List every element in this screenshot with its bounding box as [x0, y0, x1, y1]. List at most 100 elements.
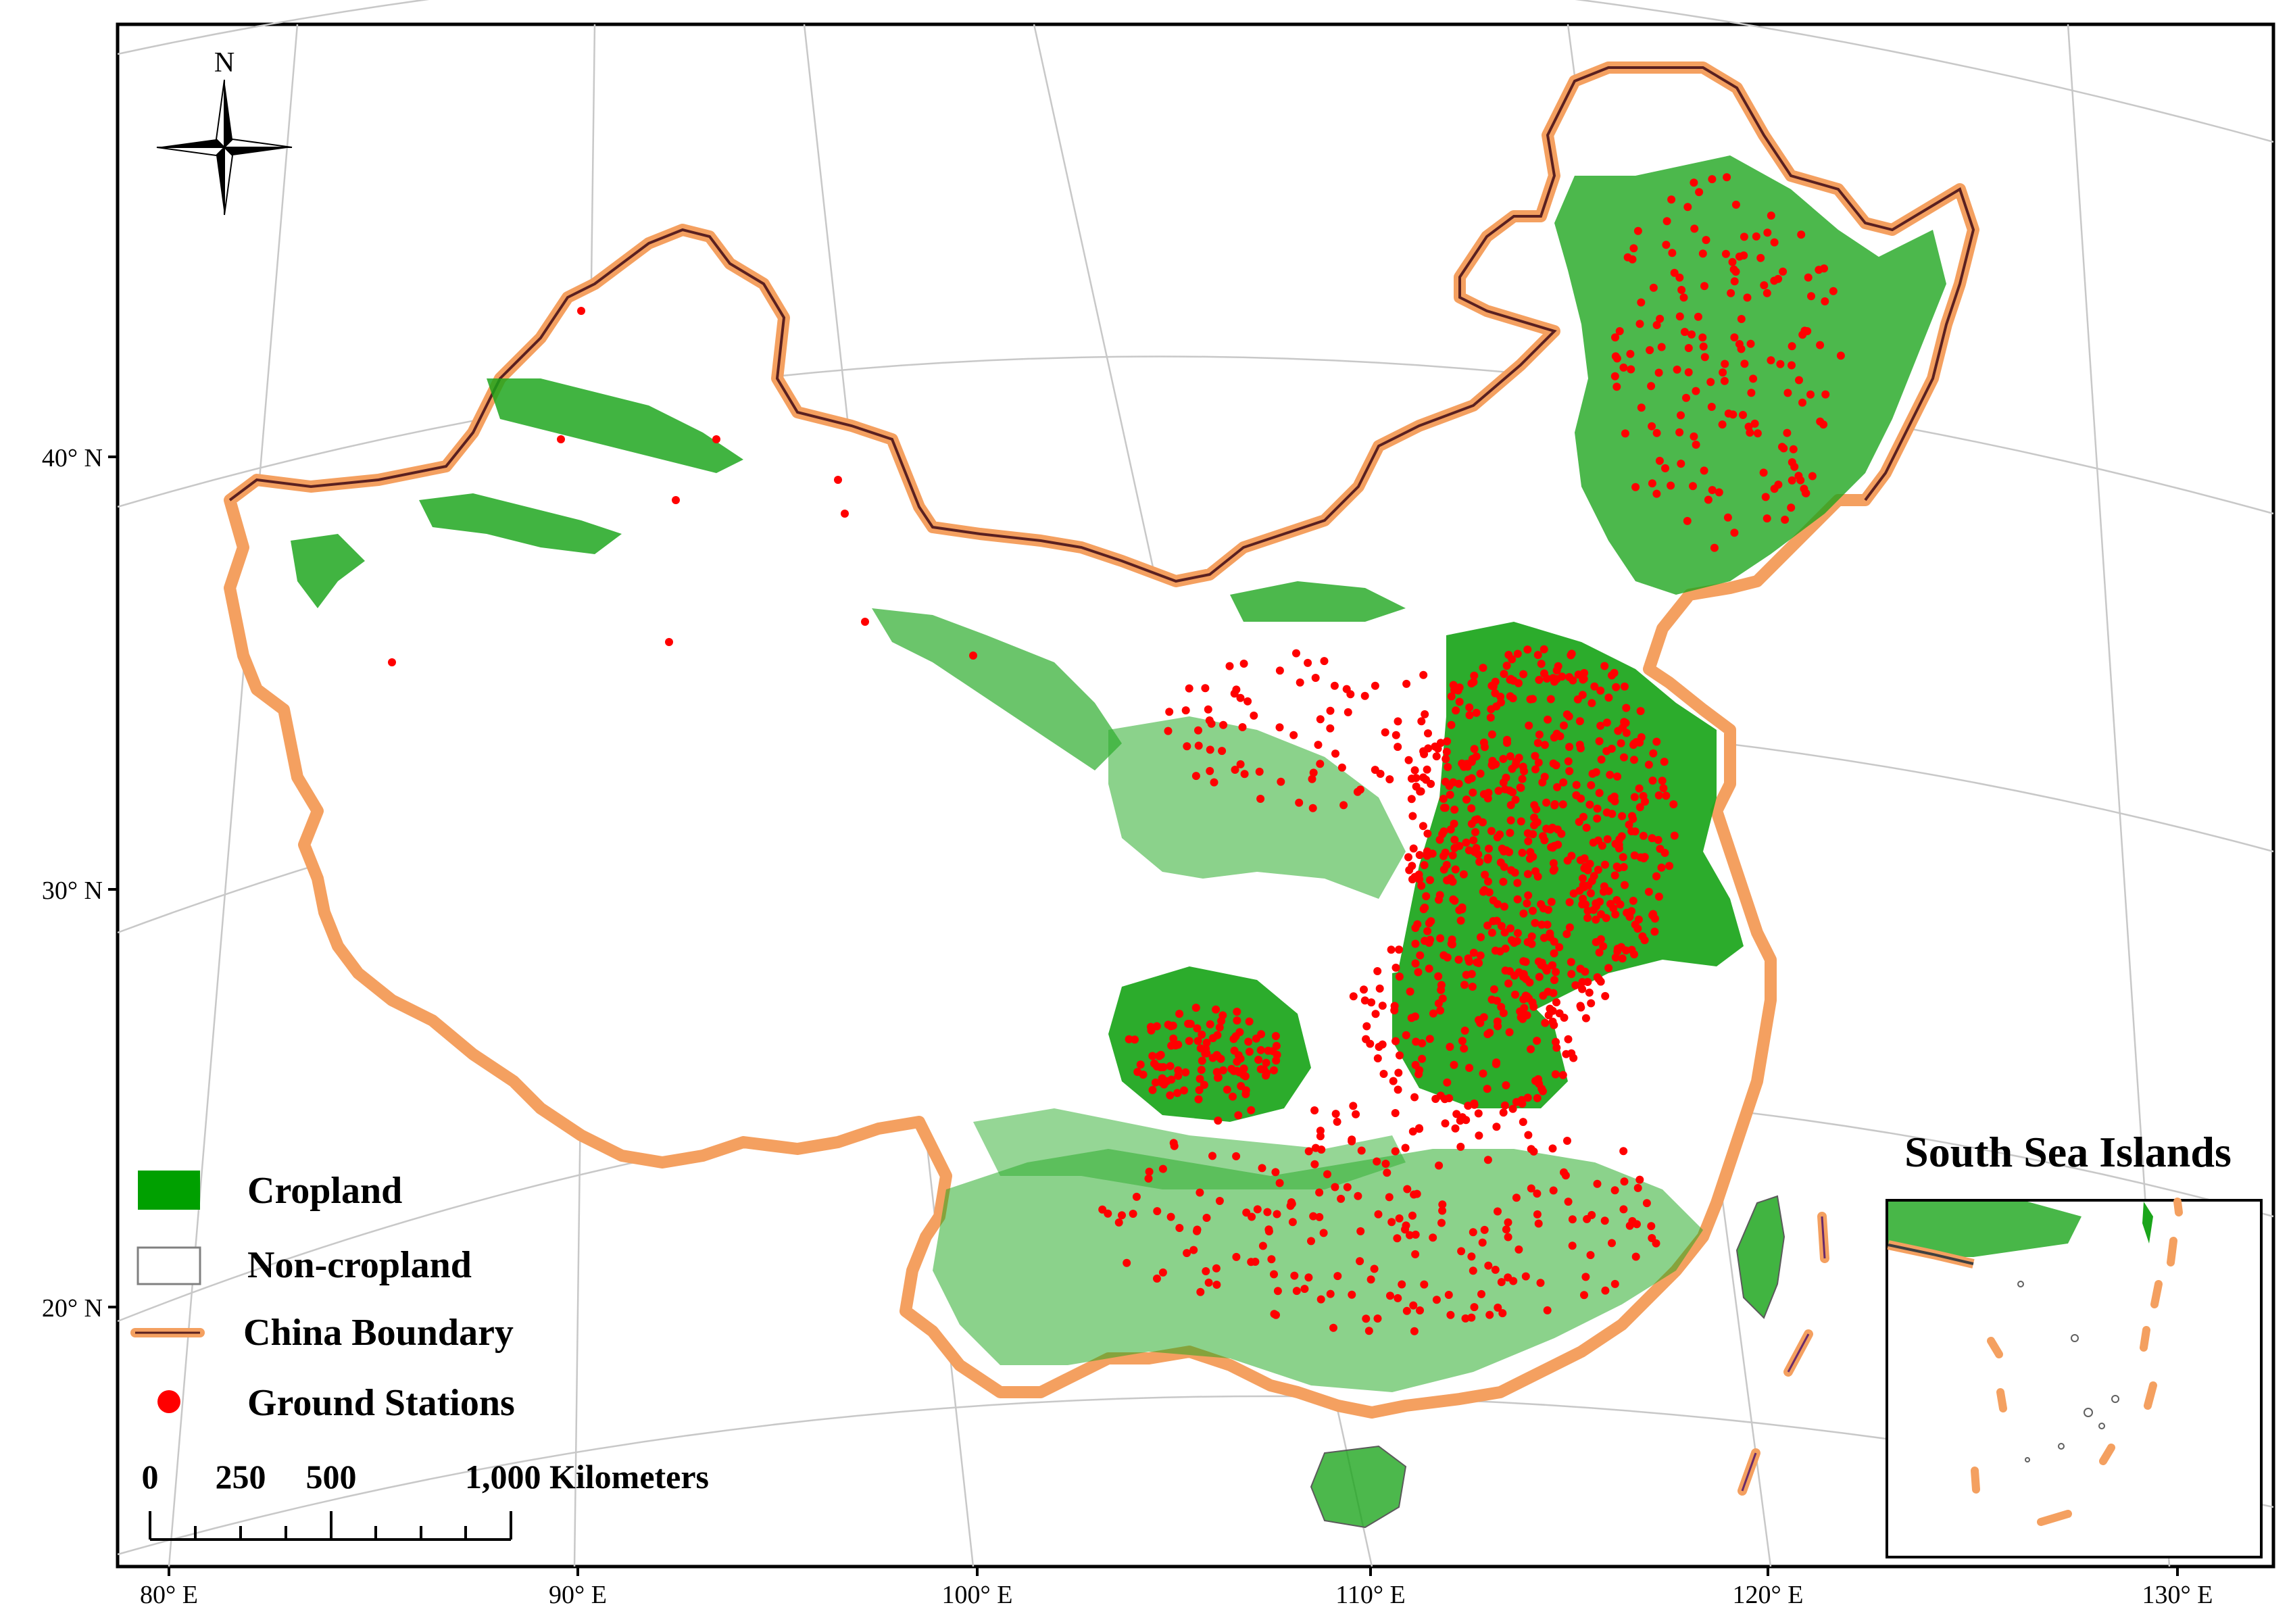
- ground-station-dot: [1201, 684, 1210, 693]
- ground-station-dot: [1402, 1306, 1411, 1315]
- ground-station-dot: [1763, 289, 1771, 297]
- scale-label-500: 500: [306, 1458, 357, 1496]
- ground-station-dot: [1497, 922, 1506, 931]
- ground-station-dot: [1208, 1054, 1217, 1062]
- ground-station-dot: [1469, 788, 1477, 797]
- cropland-southwest: [973, 1108, 1406, 1189]
- cropland-taiwan: [1737, 1196, 1784, 1318]
- ground-station-dot: [1587, 699, 1596, 708]
- ground-station-dot: [1489, 896, 1498, 905]
- ground-station-dot: [1730, 277, 1739, 286]
- ground-station-dot: [1723, 173, 1731, 182]
- ground-station-dot: [1152, 1022, 1161, 1031]
- ground-station-dot: [1649, 910, 1658, 918]
- ground-station-dot: [1753, 429, 1762, 438]
- ground-station-dot: [1752, 232, 1760, 241]
- ground-station-dot: [1421, 710, 1429, 718]
- ground-station-dot: [1311, 674, 1320, 682]
- ground-station-dot: [1648, 777, 1657, 785]
- ground-station-dot: [1600, 662, 1609, 670]
- ground-station-dot: [1481, 870, 1489, 879]
- ground-station-dot: [1447, 692, 1456, 701]
- ground-station-dot: [1582, 823, 1591, 832]
- ground-station-dot: [1411, 939, 1420, 948]
- ground-station-dot: [1820, 264, 1828, 273]
- ground-station-dot: [1662, 791, 1671, 800]
- ground-station-dot: [1559, 778, 1568, 787]
- ground-station-dot: [1316, 1127, 1325, 1135]
- cropland-hexi-corridor: [872, 608, 1122, 770]
- ground-station-dot: [1597, 910, 1605, 918]
- ground-station-dot: [1723, 513, 1732, 522]
- ground-station-dot: [1586, 889, 1595, 897]
- ground-station-dot: [1202, 1038, 1211, 1047]
- ground-station-dot: [1212, 1281, 1221, 1289]
- ground-station-dot: [1326, 724, 1335, 733]
- ground-station-dot: [1296, 678, 1304, 687]
- ground-station-dot: [1549, 1186, 1558, 1195]
- ground-station-dot: [1329, 1323, 1337, 1332]
- ground-station-dot: [672, 496, 680, 504]
- ground-station-dot: [1472, 708, 1481, 717]
- ground-station-dot: [1502, 1225, 1510, 1234]
- ground-station-dot: [1479, 738, 1488, 747]
- ground-station-dot: [1494, 1207, 1502, 1216]
- scale-label-1000: 1,000 Kilometers: [465, 1458, 709, 1496]
- ground-station-dot: [1668, 249, 1677, 257]
- ground-station-dot: [1479, 664, 1487, 672]
- ground-station-dot: [1770, 276, 1779, 285]
- ground-station-dot: [1356, 1227, 1365, 1235]
- ground-station-dot: [1523, 992, 1531, 1001]
- ground-station-dot: [1647, 382, 1656, 391]
- ground-station-dot: [1374, 1210, 1383, 1219]
- ground-station-dot: [1308, 804, 1317, 812]
- ground-station-dot: [1333, 1117, 1341, 1126]
- ground-station-dot: [1171, 1041, 1180, 1050]
- ground-station-dot: [1216, 1054, 1225, 1063]
- ground-station-dot: [1652, 737, 1661, 746]
- ground-station-dot: [1654, 368, 1663, 377]
- ground-station-dot: [1500, 928, 1509, 937]
- ground-station-dot: [1567, 958, 1575, 966]
- ground-station-dot: [1411, 959, 1420, 968]
- ground-station-dot: [1148, 1052, 1157, 1060]
- ground-station-dot: [1470, 745, 1479, 754]
- ground-station-dot: [1408, 812, 1417, 820]
- ground-station-dot: [1454, 686, 1462, 695]
- ground-station-dot: [1455, 697, 1464, 706]
- ground-station-dot: [1587, 1210, 1596, 1219]
- ground-station-dot: [1630, 756, 1638, 764]
- ground-station-dot: [1129, 1210, 1137, 1218]
- ground-station-dot: [1475, 959, 1483, 967]
- ground-station-dot: [1307, 1237, 1315, 1246]
- ground-station-dot: [1194, 726, 1202, 735]
- ground-station-dot: [1494, 1022, 1502, 1031]
- ground-station-dot: [1620, 753, 1628, 762]
- ground-station-dot: [1527, 932, 1536, 941]
- ground-station-dot: [1409, 1301, 1418, 1310]
- ground-station-dot: [1512, 937, 1521, 945]
- ground-station-dot: [1513, 879, 1522, 887]
- ground-station-dot: [1270, 1270, 1278, 1279]
- ground-station-dot: [1511, 990, 1519, 999]
- ground-station-dot: [1540, 669, 1548, 678]
- ground-station-dot: [1212, 1264, 1221, 1273]
- scale-label-250: 250: [216, 1458, 266, 1496]
- ground-station-dot: [1175, 1224, 1184, 1232]
- ground-station-dot: [1148, 1085, 1157, 1094]
- ground-station-dot: [1637, 403, 1646, 412]
- ground-station-dot: [1543, 1306, 1552, 1314]
- ground-station-dot: [1552, 1043, 1561, 1052]
- ground-station-dot: [1233, 1008, 1241, 1016]
- ground-station-dot: [1720, 376, 1729, 385]
- ground-station-dot: [1633, 925, 1642, 933]
- ground-station-dot: [1136, 1060, 1145, 1069]
- ground-station-dot: [1525, 854, 1534, 863]
- ground-station-dot: [1654, 892, 1663, 901]
- ground-station-dot: [1456, 916, 1465, 925]
- ground-station-dot: [1441, 848, 1450, 857]
- ground-station-dot: [1719, 368, 1727, 377]
- ground-station-dot: [1781, 516, 1790, 524]
- ground-station-dot: [1420, 861, 1429, 870]
- ground-station-dot: [1585, 860, 1594, 868]
